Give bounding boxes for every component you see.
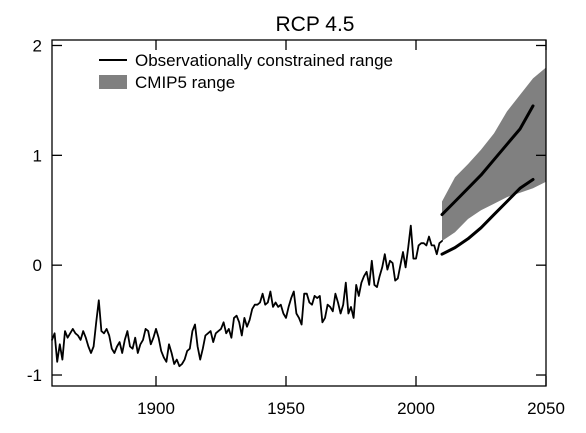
y-tick-label-2: 2 [33, 36, 42, 55]
series-band-cmip5-range [442, 67, 546, 241]
legend-label-cmip5: CMIP5 range [135, 73, 235, 92]
legend-label-observational: Observationally constrained range [135, 51, 393, 70]
y-axis-ticks: -1 0 1 2 [27, 36, 546, 385]
cmip5-range-band-layer [442, 67, 546, 241]
plot-frame [51, 39, 547, 387]
x-tick-label-2000: 2000 [397, 399, 435, 418]
y-tick-label-1: 1 [33, 146, 42, 165]
y-tick-label-0: 0 [33, 256, 42, 275]
x-tick-label-1950: 1950 [267, 399, 305, 418]
legend: Observationally constrained range CMIP5 … [99, 51, 393, 92]
y-tick-label--1: -1 [27, 366, 42, 385]
series-layer [51, 104, 535, 368]
x-tick-label-2050: 2050 [527, 399, 565, 418]
legend-swatch-cmip5 [99, 75, 127, 89]
series-line-observationally-constrained-range-lower [440, 178, 535, 256]
series-line-observed [51, 224, 443, 368]
chart-title: RCP 4.5 [276, 13, 355, 36]
x-tick-label-1900: 1900 [137, 399, 175, 418]
x-axis-ticks: 1900 1950 2000 2050 [137, 40, 565, 418]
series-line-observationally-constrained-range-upper [440, 104, 535, 217]
